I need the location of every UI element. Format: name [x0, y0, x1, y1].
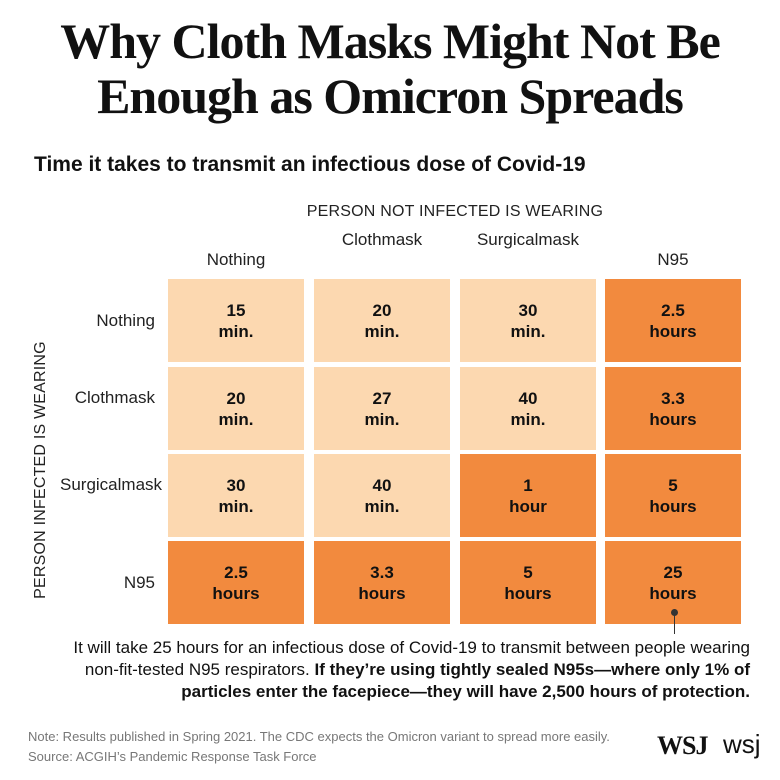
chart-title: Why Cloth Masks Might Not Be Enough as O…: [60, 13, 721, 124]
cell-label: 15 min.: [219, 300, 254, 342]
cell-label: 30 min.: [511, 300, 546, 342]
cell-unit: hours: [649, 321, 697, 341]
heatmap-cell: 30 min.: [168, 454, 304, 537]
column-header-line-1: Surgical: [476, 230, 539, 249]
cell-unit: hour: [509, 496, 547, 516]
cell-label: 27 min.: [365, 388, 400, 430]
column-header-line-1: N95: [657, 250, 689, 269]
column-header-line-1: Nothing: [206, 250, 266, 269]
cell-label: 40 min.: [365, 475, 400, 517]
cell-label: 2.5 hours: [212, 562, 259, 604]
cell-unit: min.: [364, 409, 400, 429]
cell-label: 30 min.: [219, 475, 254, 517]
cell-unit: hours: [504, 583, 552, 603]
cell-value: 3.3: [661, 388, 685, 408]
row-header-line-1: Nothing: [96, 310, 155, 330]
cell-value: 40: [518, 388, 538, 408]
annotation-text: It will take 25 hours for an infectious …: [50, 637, 750, 703]
cell-value: 20: [226, 388, 246, 408]
cell-label: 5 hours: [649, 475, 696, 517]
cell-label: 3.3 hours: [358, 562, 405, 604]
cell-value: 2.5: [661, 300, 685, 320]
heatmap-cell: 5 hours: [605, 454, 741, 537]
heatmap-cell: 30 min.: [460, 279, 596, 362]
heatmap-cell: 27 min.: [314, 367, 450, 450]
heatmap-cell: 20 min.: [314, 279, 450, 362]
cell-unit: hours: [358, 583, 406, 603]
cell-unit: min.: [510, 409, 546, 429]
cell-value: 5: [668, 475, 678, 495]
cell-value: 27: [372, 388, 392, 408]
heatmap-cell: 40 min.: [314, 454, 450, 537]
annotation-leader-line: [674, 612, 675, 634]
footer-source: Source: ACGIH’s Pandemic Response Task F…: [28, 749, 317, 764]
heatmap-cell: 5 hours: [460, 541, 596, 624]
row-header-line-2: mask: [114, 388, 155, 407]
cell-unit: hours: [212, 583, 260, 603]
cell-unit: min.: [510, 321, 546, 341]
column-header-line-2: mask: [381, 230, 423, 249]
column-header-3: Surgicalmask: [460, 230, 596, 250]
wsj-sans-logo: wsj: [723, 729, 761, 759]
cell-label: 1 hour: [509, 475, 547, 517]
cell-unit: hours: [649, 409, 697, 429]
column-header-1: Nothing: [168, 250, 304, 270]
x-axis-label: PERSON NOT INFECTED IS WEARING: [306, 203, 604, 220]
cell-label: 2.5 hours: [649, 300, 696, 342]
row-header-1: Nothing: [60, 310, 155, 331]
cell-label: 20 min.: [219, 388, 254, 430]
annotation-plain: It will take 25 hours for an infectious …: [73, 638, 750, 679]
row-header-3: Surgicalmask: [60, 474, 162, 495]
cell-value: 3.3: [370, 562, 394, 582]
cell-value: 40: [372, 475, 392, 495]
cell-unit: min.: [364, 496, 400, 516]
footer-note: Note: Results published in Spring 2021. …: [28, 729, 610, 744]
cell-label: 20 min.: [365, 300, 400, 342]
column-header-2: Clothmask: [314, 230, 450, 250]
y-axis-label: PERSON INFECTED IS WEARING: [32, 341, 49, 599]
heatmap-cell: 3.3 hours: [314, 541, 450, 624]
row-header-line-1: Cloth: [74, 388, 115, 407]
cell-value: 20: [372, 300, 392, 320]
row-header-line-2: mask: [121, 475, 163, 494]
heatmap-cell: 20 min.: [168, 367, 304, 450]
column-header-line-2: mask: [538, 230, 580, 249]
heatmap-cell: 2.5 hours: [605, 279, 741, 362]
cell-value: 15: [226, 300, 246, 320]
heatmap-cell: 15 min.: [168, 279, 304, 362]
chart-subtitle: Time it takes to transmit an infectious …: [34, 153, 586, 176]
row-header-line-1: Surgical: [60, 475, 122, 494]
column-header-4: N95: [605, 250, 741, 270]
cell-label: 5 hours: [504, 562, 551, 604]
wsj-serif-logo: WSJ: [657, 731, 708, 760]
cell-unit: hours: [649, 583, 697, 603]
cell-unit: min.: [218, 496, 254, 516]
heatmap-cell: 40 min.: [460, 367, 596, 450]
row-header-2: Clothmask: [60, 387, 155, 408]
cell-unit: min.: [364, 321, 400, 341]
cell-unit: min.: [218, 321, 254, 341]
cell-value: 1: [523, 475, 533, 495]
cell-value: 25: [663, 562, 683, 582]
cell-unit: hours: [649, 496, 697, 516]
column-header-line-1: Cloth: [341, 230, 382, 249]
cell-label: 25 hours: [649, 562, 696, 604]
cell-label: 3.3 hours: [649, 388, 696, 430]
annotation-bold: If they’re using tightly sealed N95s—whe…: [181, 660, 750, 701]
heatmap-cell: 1 hour: [460, 454, 596, 537]
row-header-4: N95: [60, 572, 155, 593]
footer: Note: Results published in Spring 2021. …: [28, 727, 610, 767]
heatmap-cell: 2.5 hours: [168, 541, 304, 624]
cell-value: 30: [226, 475, 246, 495]
cell-unit: min.: [218, 409, 254, 429]
cell-value: 5: [523, 562, 533, 582]
cell-label: 40 min.: [511, 388, 546, 430]
cell-value: 30: [518, 300, 538, 320]
row-header-line-1: N95: [123, 572, 155, 592]
cell-value: 2.5: [224, 562, 248, 582]
heatmap-cell: 3.3 hours: [605, 367, 741, 450]
